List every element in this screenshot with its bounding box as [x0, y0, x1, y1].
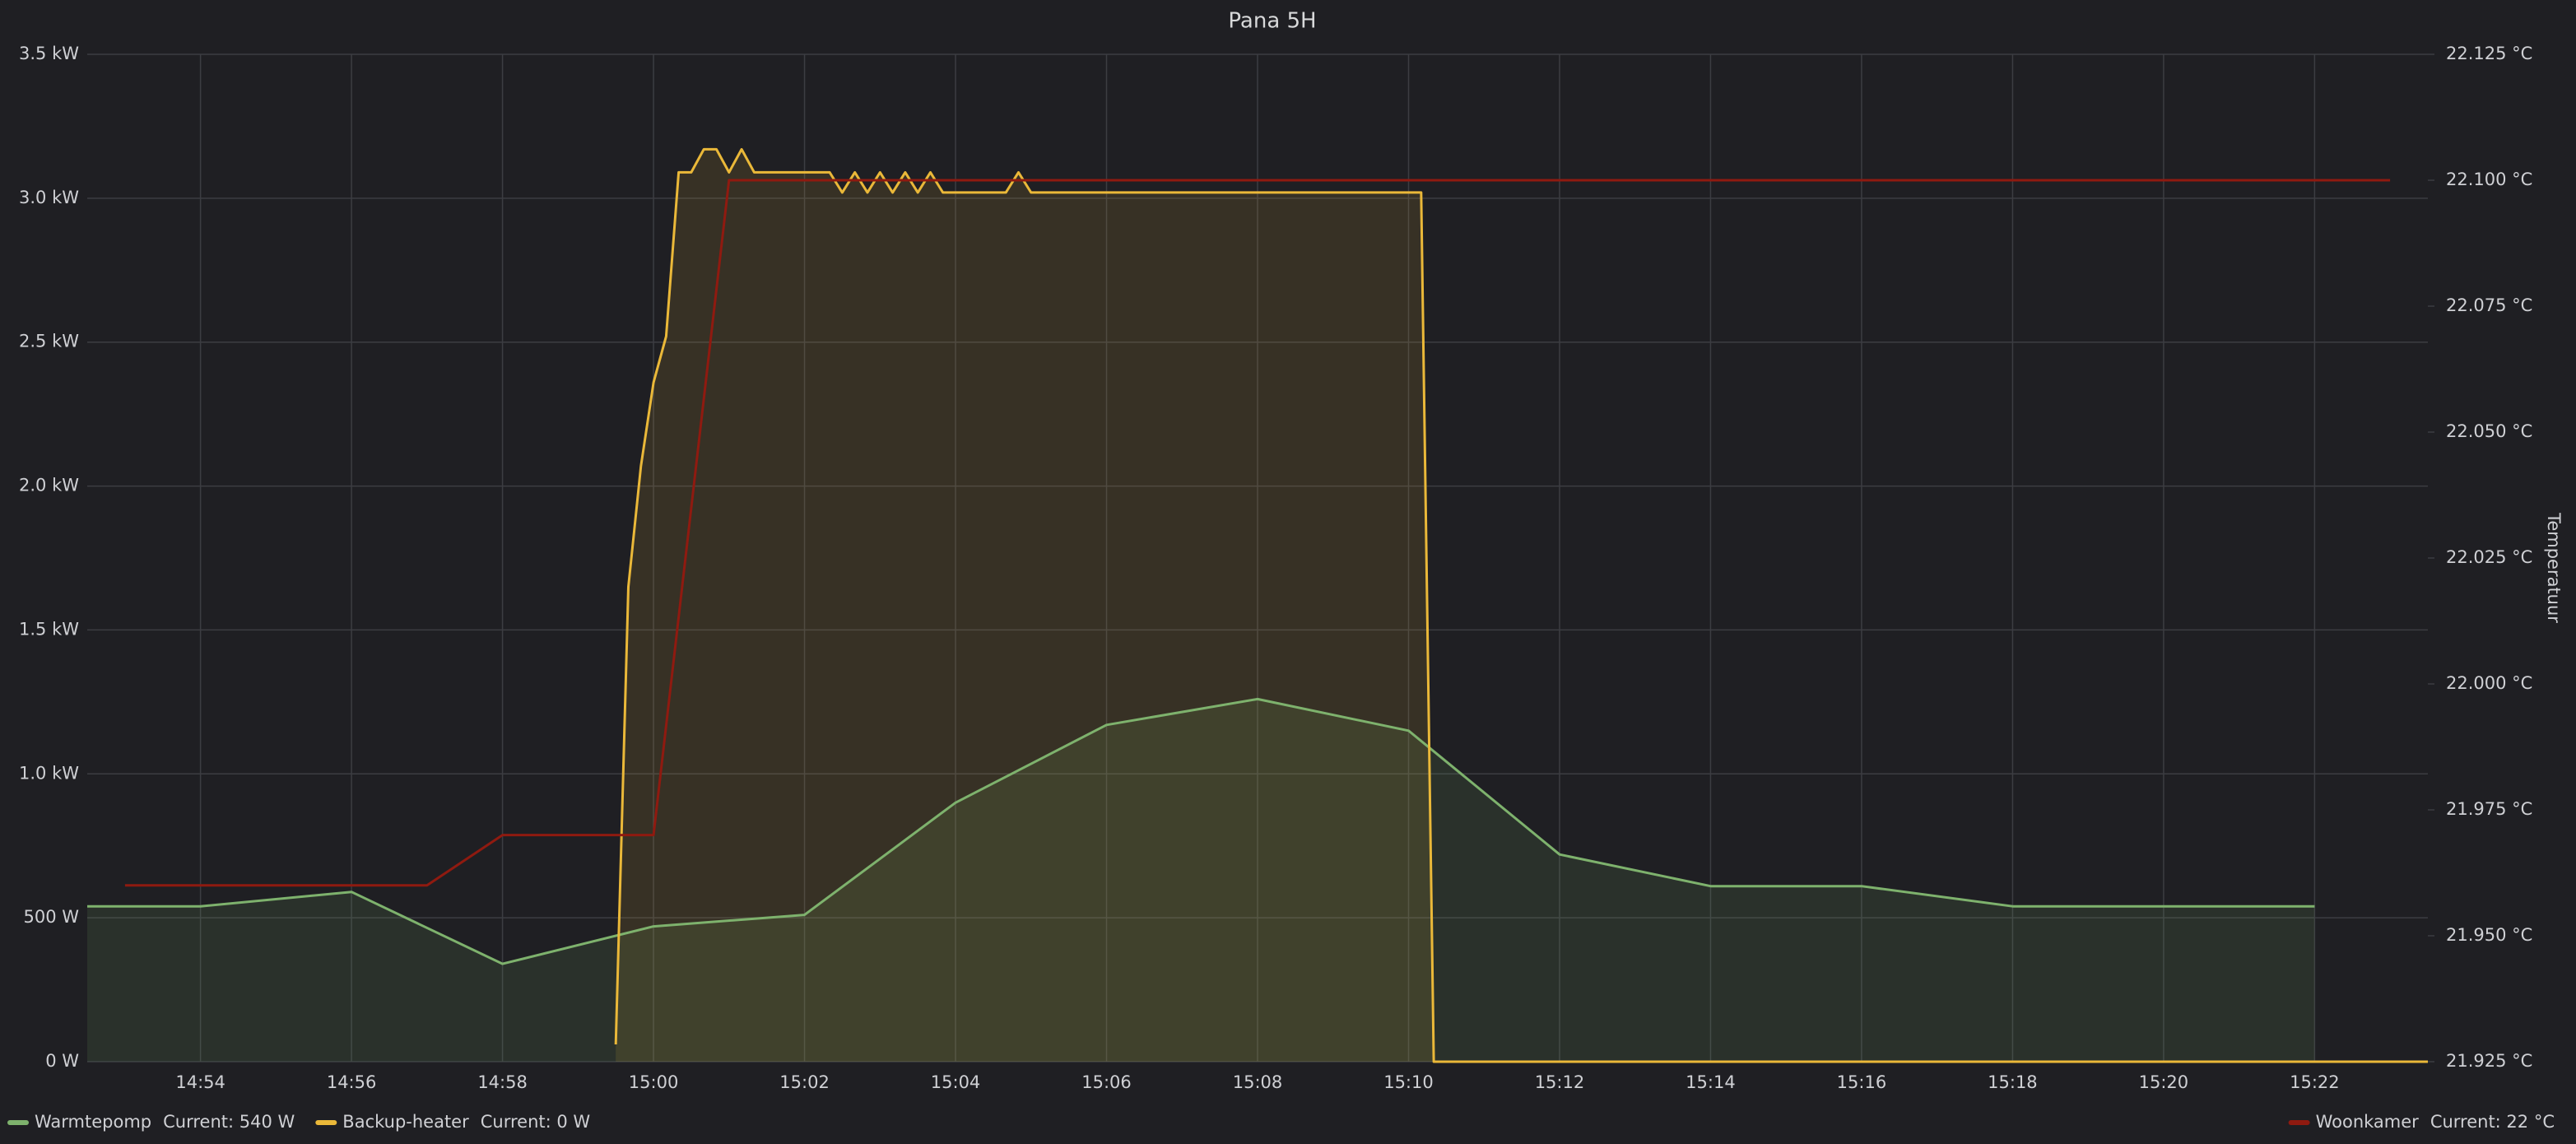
y2-tick-label: 21.950 °C: [2446, 925, 2532, 945]
y-tick-label: 3.5 kW: [19, 44, 79, 63]
series-line: [124, 179, 2391, 887]
y-tick-label: 1.5 kW: [19, 619, 79, 639]
legend-name: Warmtepomp: [35, 1112, 151, 1132]
y2-tick-label: 21.975 °C: [2446, 799, 2532, 819]
x-tick-label: 14:56: [327, 1072, 377, 1092]
y2-tick-label: 22.050 °C: [2446, 421, 2532, 441]
y2-axis-label: Temperatuur: [2544, 512, 2564, 623]
x-tick-label: 15:22: [2290, 1072, 2340, 1092]
y2-tick-label: 22.075 °C: [2446, 295, 2532, 315]
x-tick-label: 15:02: [779, 1072, 830, 1092]
series-line: [614, 147, 2428, 1063]
y2-tick-label: 22.000 °C: [2446, 673, 2532, 693]
legend-name: Woonkamer: [2316, 1112, 2420, 1132]
y-tick-label: 1.0 kW: [19, 763, 79, 783]
x-tick-label: 15:00: [629, 1072, 679, 1092]
y2-tick-label: 22.100 °C: [2446, 170, 2532, 189]
legend: Warmtepomp Current: 540 W Backup-heater Cur…: [7, 1112, 2555, 1132]
y2-tick-label: 22.025 °C: [2446, 547, 2532, 567]
grid: 0 W 500 W 1.0 kW 1.5 kW 2.0 kW 2.5 kW 3.0 kW 3.…: [19, 44, 2532, 1092]
x-tick-label: 15:04: [931, 1072, 981, 1092]
legend-current: Current: 0 W: [481, 1112, 591, 1132]
series-line: [87, 697, 2315, 965]
x-tick-label: 15:16: [1837, 1072, 1887, 1092]
x-tick-label: 14:58: [477, 1072, 528, 1092]
x-tick-label: 15:20: [2139, 1072, 2189, 1092]
y-tick-label: 2.0 kW: [19, 476, 79, 495]
y-tick-label: 500 W: [23, 907, 79, 927]
lines: [87, 147, 2428, 1063]
legend-current: Current: 540 W: [163, 1112, 295, 1132]
x-tick-label: 15:12: [1535, 1072, 1585, 1092]
y2-tick-label: 21.925 °C: [2446, 1051, 2532, 1071]
chart-title: Pana 5H: [1228, 9, 1316, 34]
y-tick-label: 2.5 kW: [19, 332, 79, 351]
y2-tick-label: 22.125 °C: [2446, 44, 2532, 63]
x-tick-label: 14:54: [175, 1072, 226, 1092]
area-fill: [87, 699, 2315, 1062]
x-tick-label: 15:08: [1233, 1072, 1283, 1092]
area-fills: [87, 149, 2429, 1062]
legend-current: Current: 22 °C: [2430, 1112, 2555, 1132]
y-tick-label: 0 W: [45, 1051, 79, 1071]
area-fill: [616, 149, 2429, 1062]
x-tick-label: 15:14: [1686, 1072, 1736, 1092]
y-tick-label: 3.0 kW: [19, 188, 79, 207]
x-tick-label: 15:18: [1988, 1072, 2038, 1092]
legend-name: Backup-heater: [342, 1112, 469, 1132]
x-tick-label: 15:06: [1081, 1072, 1132, 1092]
x-tick-label: 15:10: [1383, 1072, 1434, 1092]
